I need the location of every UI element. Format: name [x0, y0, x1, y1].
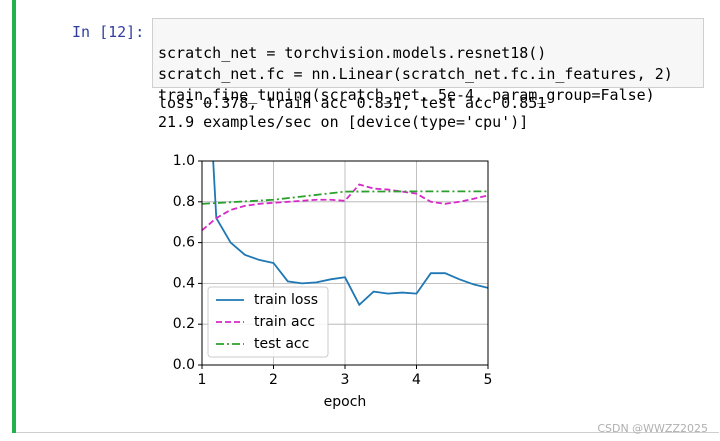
legend-box: [207, 286, 329, 358]
y-tick-label: 1.0: [173, 153, 195, 169]
code-line: train_fine_tuning(scratch_net, 5e-4, par…: [158, 86, 655, 104]
output: loss 0.378, train acc 0.831, test acc 0.…: [158, 94, 546, 132]
y-tick-label: 0.2: [173, 316, 195, 332]
x-tick-label: 4: [412, 372, 421, 388]
cell-marker: [12, 0, 16, 433]
series-line: [212, 161, 488, 307]
y-tick-label: 0.8: [173, 194, 195, 210]
output-line: loss 0.378, train acc 0.831, test acc 0.…: [158, 94, 547, 112]
y-tick-label: 0.4: [173, 275, 195, 291]
x-tick-label: 5: [484, 372, 493, 388]
x-tick-label: 1: [198, 372, 207, 388]
legend-label: train acc: [254, 314, 315, 330]
code-line: scratch_net = torchvision.models.resnet1…: [158, 44, 547, 62]
watermark: CSDN @WWZZ2025: [597, 422, 708, 435]
x-axis-label: epoch: [324, 394, 367, 410]
x-tick-label: 3: [341, 372, 350, 388]
output-line: 21.9 examples/sec on [device(type='cpu')…: [158, 113, 529, 131]
x-tick-label: 2: [269, 372, 278, 388]
y-tick-label: 0.6: [173, 235, 195, 251]
axes-frame: [201, 160, 489, 366]
code-editor[interactable]: scratch_net = torchvision.models.resnet1…: [152, 18, 704, 104]
cell: [16, 0, 719, 433]
series-line: [202, 183, 488, 232]
legend-label: train loss: [254, 292, 318, 308]
y-tick-label: 0.0: [173, 357, 195, 373]
plot-area: [202, 161, 488, 307]
legend-label: test acc: [254, 336, 309, 352]
prompt: In [12]:: [72, 23, 145, 41]
code-line: scratch_net.fc = nn.Linear(scratch_net.f…: [158, 65, 673, 83]
